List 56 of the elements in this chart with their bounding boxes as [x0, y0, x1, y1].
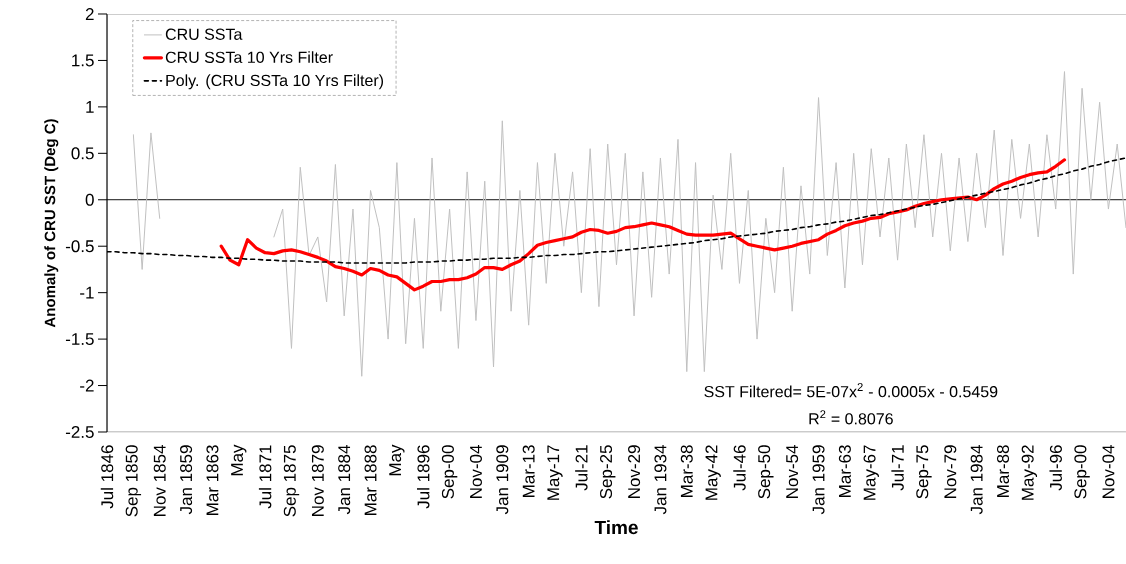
- x-tick-label: Mar-13: [522, 445, 535, 497]
- annotation: R$^{2}$ = 0.8076: [809, 410, 893, 425]
- x-tick-label: Nov-04: [1102, 445, 1115, 498]
- y-tick-label: 0.5: [71, 147, 94, 160]
- x-tick-label: Nov-29: [628, 445, 641, 498]
- x-tick-label: Jul-96: [1049, 445, 1062, 491]
- x-tick-label: May-67: [863, 445, 879, 500]
- x-tick-label: Jan 1859: [180, 445, 193, 515]
- x-tick-label: May: [389, 444, 405, 476]
- x-tick-label: May-17: [547, 445, 563, 500]
- x-tick-label: Jul-21: [575, 445, 588, 491]
- y-tick-label: 0: [85, 193, 94, 206]
- x-tick-label: Mar-88: [996, 445, 1010, 497]
- y-axis-title: Anomaly of CRU SST (Deg C): [44, 119, 59, 328]
- x-tick-label: Sep-00: [441, 445, 458, 499]
- x-tick-label: Nov 1854: [153, 445, 166, 516]
- annotation: SST Filtered= 5E-07x$^{2}$ - 0.0005x - 0.5459: [704, 383, 998, 398]
- x-tick-label: Sep-75: [916, 445, 932, 499]
- x-tick-label: Jan 1884: [338, 445, 351, 515]
- x-tick-label: Nov-04: [469, 445, 482, 498]
- x-tick-label: Mar 1888: [364, 445, 377, 515]
- y-tick-label: 1: [86, 101, 94, 113]
- y-tick-label: -1.5: [65, 333, 94, 346]
- legend-label: Poly. (CRU SSTa 10 Yrs Filter): [166, 74, 384, 90]
- x-tick-label: Jul 1896: [417, 445, 430, 509]
- y-tick-label: -2: [80, 379, 94, 392]
- x-tick-label: Jan 1984: [970, 445, 983, 515]
- y-tick-label: -1: [80, 286, 94, 299]
- x-tick-label: Sep-00: [1074, 445, 1090, 499]
- x-tick-label: Sep 1875: [283, 445, 300, 517]
- x-tick-label: Jul 1871: [258, 445, 272, 509]
- x-tick-label: Jan 1909: [496, 445, 509, 515]
- y-tick-label: 1.5: [72, 54, 94, 67]
- x-tick-label: May-92: [1021, 445, 1038, 500]
- y-tick-label: 2: [85, 8, 94, 20]
- x-tick-label: Mar-63: [838, 445, 851, 497]
- x-tick-label: Mar 1863: [206, 445, 219, 515]
- y-tick-label: -0.5: [65, 240, 94, 253]
- legend-label: CRU SSTa 10 Yrs Filter: [165, 51, 333, 63]
- x-tick-label: Sep-25: [600, 445, 616, 499]
- x-tick-label: Nov-79: [944, 445, 957, 498]
- legend-label: CRU SSTa: [165, 28, 243, 40]
- x-tick-label: Nov-54: [786, 445, 799, 498]
- x-tick-label: Jul 1846: [100, 445, 114, 509]
- x-tick-label: May-42: [705, 445, 721, 500]
- x-tick-label: Jan 1959: [812, 445, 825, 515]
- x-axis-title: Time: [594, 520, 638, 535]
- x-tick-label: Jul-46: [733, 445, 746, 491]
- x-tick-label: Sep 1850: [125, 445, 142, 517]
- x-tick-label: Jul-71: [891, 445, 904, 491]
- x-tick-label: Jan 1934: [654, 445, 667, 515]
- x-tick-label: May: [231, 444, 247, 476]
- x-tick-label: Mar-38: [680, 445, 693, 497]
- x-tick-label: Nov 1879: [311, 445, 324, 516]
- y-tick-label: -2.5: [65, 425, 94, 439]
- x-tick-label: Sep-50: [758, 445, 774, 499]
